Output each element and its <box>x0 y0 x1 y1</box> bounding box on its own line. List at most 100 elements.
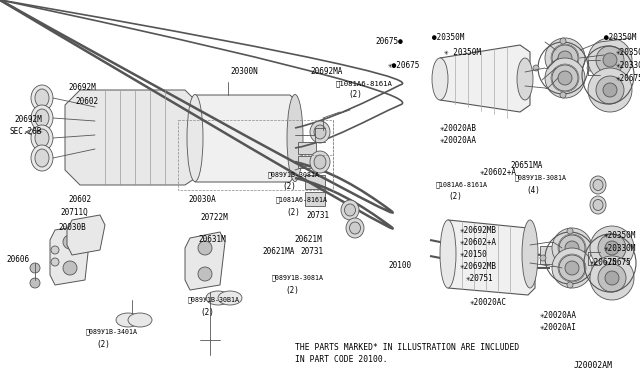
Text: ①089У1B-30B1A: ①089У1B-30B1A <box>188 297 240 303</box>
Circle shape <box>596 76 624 104</box>
Text: 20300N: 20300N <box>230 67 258 77</box>
Text: ✳20020AA: ✳20020AA <box>540 311 577 320</box>
Circle shape <box>590 226 634 270</box>
Ellipse shape <box>314 125 326 139</box>
Text: 20692MA: 20692MA <box>310 67 342 77</box>
Ellipse shape <box>349 222 360 234</box>
Circle shape <box>590 256 634 300</box>
Ellipse shape <box>206 291 230 305</box>
Circle shape <box>594 255 600 261</box>
Text: 20731: 20731 <box>306 211 329 219</box>
Text: THE PARTS MARKED* IN ILLUSTRATION ARE INCLUDED: THE PARTS MARKED* IN ILLUSTRATION ARE IN… <box>295 343 519 353</box>
Ellipse shape <box>310 121 330 143</box>
Circle shape <box>552 65 578 91</box>
Text: ●20350M: ●20350M <box>432 33 465 42</box>
Circle shape <box>198 241 212 255</box>
Circle shape <box>545 58 585 98</box>
Ellipse shape <box>116 313 140 327</box>
Circle shape <box>588 68 632 112</box>
Polygon shape <box>195 95 295 182</box>
Ellipse shape <box>187 94 203 182</box>
Circle shape <box>603 53 617 67</box>
Ellipse shape <box>35 109 49 127</box>
Circle shape <box>605 241 619 255</box>
Circle shape <box>533 65 539 71</box>
Ellipse shape <box>346 218 364 238</box>
Circle shape <box>603 83 617 97</box>
Text: 20100: 20100 <box>388 260 411 269</box>
Circle shape <box>552 228 592 268</box>
Circle shape <box>51 258 59 266</box>
Ellipse shape <box>31 125 53 151</box>
Text: (2): (2) <box>286 208 300 217</box>
Ellipse shape <box>593 180 603 190</box>
Ellipse shape <box>314 155 326 169</box>
Circle shape <box>63 261 77 275</box>
Text: 20675●: 20675● <box>375 38 403 46</box>
Text: ✳20350M: ✳20350M <box>616 48 640 57</box>
Ellipse shape <box>287 94 303 182</box>
Ellipse shape <box>35 149 49 167</box>
Ellipse shape <box>31 85 53 111</box>
Ellipse shape <box>35 89 49 107</box>
Text: ✳20675: ✳20675 <box>590 257 618 266</box>
Text: 20606: 20606 <box>6 256 29 264</box>
Text: 20621MA: 20621MA <box>262 247 294 257</box>
Circle shape <box>565 241 579 255</box>
Text: ✳20692MB: ✳20692MB <box>460 225 497 234</box>
Circle shape <box>30 263 40 273</box>
Circle shape <box>559 235 585 261</box>
Text: ✳20020AB: ✳20020AB <box>440 124 477 132</box>
Text: 20030B: 20030B <box>58 224 86 232</box>
Text: 20692M: 20692M <box>68 83 96 93</box>
Ellipse shape <box>593 199 603 211</box>
Circle shape <box>51 246 59 254</box>
Text: SEC.20B: SEC.20B <box>10 128 42 137</box>
Text: 20651MA: 20651MA <box>510 160 542 170</box>
Circle shape <box>598 234 626 262</box>
Text: ①1081A6-8161A: ①1081A6-8161A <box>276 197 328 203</box>
Bar <box>178 120 333 190</box>
Circle shape <box>567 228 573 234</box>
Text: ✳20020AI: ✳20020AI <box>540 323 577 331</box>
Text: ①089У1B-3401A: ①089У1B-3401A <box>86 329 138 335</box>
Text: (4): (4) <box>526 186 540 195</box>
Circle shape <box>198 267 212 281</box>
Bar <box>298 156 316 168</box>
Text: (2): (2) <box>200 308 214 317</box>
Ellipse shape <box>31 105 53 131</box>
Circle shape <box>558 51 572 65</box>
Ellipse shape <box>440 220 456 288</box>
Circle shape <box>605 271 619 285</box>
Ellipse shape <box>35 129 49 147</box>
Text: ⑂1081A6-8161A: ⑂1081A6-8161A <box>336 81 393 87</box>
Text: ✳20350M: ✳20350M <box>604 231 636 240</box>
Text: 20711Q: 20711Q <box>60 208 88 217</box>
Text: ✳20020AA: ✳20020AA <box>440 135 477 144</box>
Text: ✳20675: ✳20675 <box>604 257 632 266</box>
Ellipse shape <box>432 58 448 100</box>
Circle shape <box>560 38 566 44</box>
Text: IN PART CODE 20100.: IN PART CODE 20100. <box>295 356 388 365</box>
Circle shape <box>587 65 593 71</box>
Circle shape <box>552 45 578 71</box>
Text: ✳20602+A: ✳20602+A <box>480 167 517 176</box>
Text: 20722M: 20722M <box>200 214 228 222</box>
Ellipse shape <box>522 220 538 288</box>
Circle shape <box>558 71 572 85</box>
Ellipse shape <box>590 196 606 214</box>
Text: ✳●20675: ✳●20675 <box>388 61 420 70</box>
Circle shape <box>567 282 573 288</box>
Text: (2): (2) <box>285 285 299 295</box>
Polygon shape <box>440 45 530 112</box>
Circle shape <box>565 261 579 275</box>
Circle shape <box>552 248 592 288</box>
Text: ①089У1B-3081A: ①089У1B-3081A <box>268 172 320 178</box>
Text: ✳20150: ✳20150 <box>460 250 488 259</box>
Text: (2): (2) <box>348 90 362 99</box>
Circle shape <box>63 235 77 249</box>
Polygon shape <box>185 232 225 290</box>
Text: 20621M: 20621M <box>294 235 322 244</box>
Text: ✳20330M: ✳20330M <box>604 244 636 253</box>
Text: (2): (2) <box>96 340 110 349</box>
